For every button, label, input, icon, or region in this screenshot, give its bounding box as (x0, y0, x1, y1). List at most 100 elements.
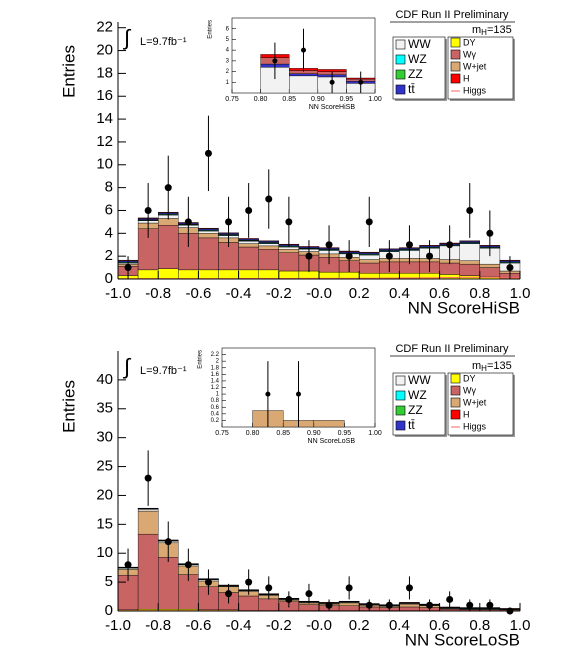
data-point (405, 584, 413, 592)
legend-label: Wγ (463, 49, 476, 59)
data-point (225, 590, 233, 598)
x-tick-label: -1.0 (105, 285, 131, 302)
legend-label: H (463, 73, 470, 83)
x-tick-label: -0.4 (226, 617, 252, 634)
mass-label: mH=135 (472, 24, 512, 37)
inset-data-point (265, 391, 271, 397)
bar-segment (157, 557, 179, 610)
bar-segment (157, 225, 179, 269)
inset-data-point (358, 79, 364, 85)
legend-label: Wγ (463, 385, 476, 395)
x-tick-label: 0.8 (469, 617, 490, 634)
data-point (345, 584, 353, 592)
bar-segment (359, 251, 380, 253)
bar-segment (479, 267, 501, 277)
inset-x-tick-label: 1.00 (368, 96, 382, 103)
data-point (385, 252, 393, 260)
y-axis-label: Entries (59, 45, 78, 98)
lumi: L=9.7fb⁻¹ (140, 36, 187, 48)
data-point (345, 252, 353, 260)
bar-segment (278, 246, 300, 250)
bar-segment (298, 604, 320, 611)
y-tick-label: 30 (96, 429, 113, 446)
x-tick-label: -0.2 (266, 617, 292, 634)
data-point (466, 601, 474, 609)
y-tick-label: 25 (96, 458, 113, 475)
inset-x-axis-label: NN ScoreHiSB (309, 104, 356, 111)
legend-label: Higgs (463, 85, 487, 95)
data-point (325, 601, 333, 609)
bar-segment (338, 605, 360, 611)
bar-segment (459, 243, 481, 261)
mass-text: =135 (487, 24, 512, 36)
bar-segment (298, 270, 320, 280)
legend-label: WZ (408, 388, 427, 402)
data-point (405, 241, 413, 249)
mass-subscript: H (481, 364, 487, 373)
legend-label: WW (408, 37, 431, 51)
y-tick-label: 2 (105, 247, 113, 264)
data-point (285, 218, 293, 226)
x-tick-label: 0.4 (389, 617, 410, 634)
bar-segment (258, 240, 280, 242)
x-axis-label: NN ScoreLoSB (405, 630, 520, 649)
inset-x-tick-label: 0.80 (254, 96, 268, 103)
inset-y-tick-label: 2.2 (211, 352, 220, 358)
legend-label: DY (463, 373, 476, 383)
inset-y-tick-label: 0.4 (211, 411, 220, 417)
x-tick-label: 0.6 (429, 285, 450, 302)
bar-segment (359, 259, 380, 264)
inset-x-tick-label: 0.90 (307, 430, 321, 437)
bar-segment (258, 269, 280, 280)
data-point (265, 195, 273, 203)
inset-y-axis-label: Entries (198, 350, 204, 369)
mass-label: mH=135 (472, 360, 512, 373)
bar-segment (198, 230, 219, 234)
bar-segment (238, 238, 259, 240)
mass-subscript: H (481, 28, 487, 37)
bar-segment (258, 249, 280, 271)
mass-symbol: m (472, 24, 481, 36)
inset-x-tick-label: 0.80 (246, 430, 260, 437)
inset-data-point (272, 58, 278, 64)
x-tick-label: 0.2 (349, 285, 370, 302)
data-point (365, 218, 373, 226)
data-point (124, 264, 132, 272)
y-tick-label: 14 (96, 110, 113, 127)
bar-segment (198, 237, 219, 271)
bar-segment (198, 227, 219, 229)
bar-segment (278, 252, 300, 272)
x-tick-label: -1.0 (105, 617, 131, 634)
legend-swatch (450, 73, 461, 84)
x-tick-label: -0.4 (226, 285, 252, 302)
bar-segment (359, 254, 380, 260)
legend-swatch (395, 84, 406, 95)
mass-text: =135 (487, 360, 512, 372)
legend-label: H (463, 409, 470, 419)
legend-label: ZZ (408, 403, 423, 417)
bar-segment (338, 602, 360, 607)
y-tick-label: 10 (96, 156, 113, 173)
y-tick-label: 16 (96, 87, 113, 104)
bar-segment (258, 243, 280, 247)
data-point (124, 561, 132, 569)
x-tick-label: 0.2 (349, 617, 370, 634)
inset-y-tick-label: 1.6 (211, 372, 220, 378)
data-point (466, 206, 474, 214)
data-point (305, 590, 313, 598)
y-tick-label: 22 (96, 19, 113, 36)
data-point (184, 218, 192, 226)
inset-y-tick-label: 2 (226, 69, 230, 75)
bar-segment (278, 270, 300, 280)
inset-y-tick-label: 2 (216, 359, 220, 365)
bar-segment (459, 260, 481, 265)
inset-bar-segment (317, 69, 347, 72)
legend-label: DY (463, 37, 476, 47)
data-point (426, 601, 434, 609)
y-tick-label: 10 (96, 544, 113, 561)
data-point (325, 241, 333, 249)
legend-swatch (450, 49, 461, 60)
legend-label: W+jet (463, 397, 487, 407)
data-point (426, 252, 434, 260)
data-point (365, 601, 373, 609)
